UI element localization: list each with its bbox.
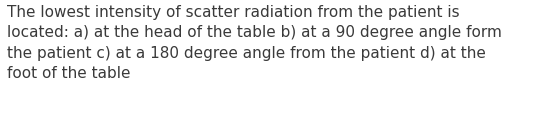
Text: The lowest intensity of scatter radiation from the patient is
located: a) at the: The lowest intensity of scatter radiatio…: [7, 5, 502, 81]
